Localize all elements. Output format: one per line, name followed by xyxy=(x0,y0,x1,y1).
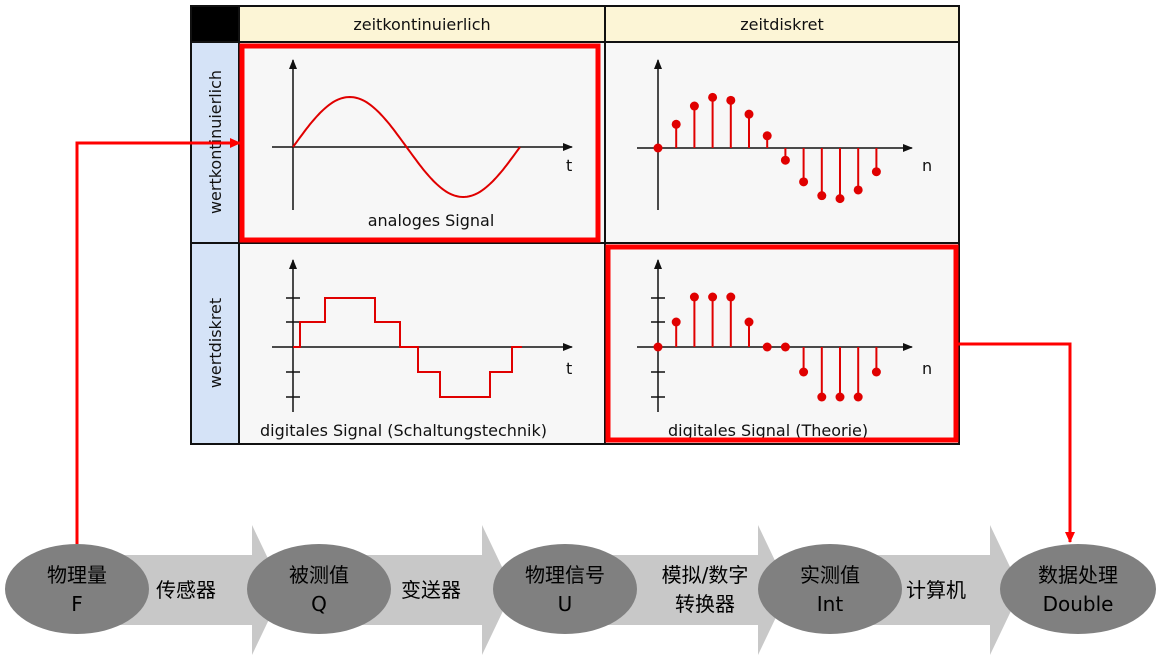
caption-analog: analoges Signal xyxy=(368,211,495,230)
connector-to-analog xyxy=(75,138,241,544)
col-header-discrete: zeitdiskret xyxy=(740,15,824,34)
sample-point xyxy=(762,342,772,352)
sample-point xyxy=(708,92,718,102)
table-corner xyxy=(191,6,239,42)
digital-samples xyxy=(653,292,881,402)
caption-digital-theory: digitales Signal (Theorie) xyxy=(668,421,868,440)
sample-point xyxy=(653,143,663,153)
sample-point xyxy=(871,167,881,177)
arrow-label-computer: 计算机 xyxy=(906,578,966,602)
sample-point xyxy=(726,292,736,302)
flow-arrow-sensor xyxy=(100,525,283,655)
sample-point xyxy=(835,392,845,402)
signal-table: zeitkontinuierlich zeitdiskret wertkonti… xyxy=(190,5,960,445)
flow-arrow-computer xyxy=(860,525,1021,655)
analog-sine-wave xyxy=(292,95,521,199)
axis-label-n: n xyxy=(922,359,932,378)
table-grid xyxy=(190,5,960,445)
col-header-continuous-bg xyxy=(239,6,605,42)
arrow-label-transmitter: 变送器 xyxy=(401,578,461,602)
arrow-label-adc-2: 转换器 xyxy=(675,592,735,616)
node-symbol-data-processing: Double xyxy=(1043,592,1114,616)
staircase-signal xyxy=(293,297,522,398)
measurement-flow: 物理量 F 被测值 Q 物理信号 U 实测值 Int 数据处理 Double 传… xyxy=(5,525,1156,655)
y-axis-ticks xyxy=(651,297,665,398)
col-header-continuous: zeitkontinuierlich xyxy=(353,15,490,34)
sample-point xyxy=(653,342,663,352)
cell-discrete-time-signal: n xyxy=(637,59,932,210)
node-label-measured-value: 被测值 xyxy=(289,563,349,587)
axis-label-t: t xyxy=(566,359,572,378)
node-symbol-actual-value: Int xyxy=(817,592,844,616)
cell-digital-circuit-signal: t digitales Signal (Schaltungstechnik) xyxy=(260,259,573,440)
node-data-processing xyxy=(1000,544,1156,634)
sample-point xyxy=(689,292,699,302)
node-symbol-physical-signal: U xyxy=(558,592,573,616)
sample-point xyxy=(689,101,699,111)
node-label-physical-quantity: 物理量 xyxy=(47,563,107,587)
sample-point xyxy=(853,392,863,402)
node-physical-signal xyxy=(493,544,637,634)
axis-label-t: t xyxy=(566,156,572,175)
node-label-data-processing: 数据处理 xyxy=(1038,563,1118,587)
col-header-discrete-bg xyxy=(605,6,959,42)
node-measured-value xyxy=(247,544,391,634)
sample-point xyxy=(671,119,681,129)
node-label-actual-value: 实测值 xyxy=(800,563,860,587)
sample-point xyxy=(762,131,772,141)
node-symbol-physical-quantity: F xyxy=(71,592,83,616)
sample-point xyxy=(817,392,827,402)
sample-point xyxy=(780,155,790,165)
sample-point xyxy=(817,191,827,201)
row-header-discrete: wertdiskret xyxy=(206,298,225,388)
highlight-box-digital xyxy=(605,244,959,443)
sample-point xyxy=(744,109,754,119)
sample-point xyxy=(744,317,754,327)
sample-point xyxy=(853,185,863,195)
node-actual-value xyxy=(758,544,902,634)
sample-point xyxy=(799,367,809,377)
cell-analog-signal: t analoges Signal xyxy=(239,43,601,243)
sample-point xyxy=(780,342,790,352)
cell-digital-theory-signal: n digitales Signal (Theorie) xyxy=(605,244,959,443)
y-axis-ticks xyxy=(286,297,300,398)
node-label-physical-signal: 物理信号 xyxy=(525,563,605,587)
sample-point xyxy=(726,95,736,105)
flow-arrow-adc xyxy=(602,525,789,655)
row-header-discrete-bg xyxy=(191,243,239,444)
sample-point xyxy=(871,367,881,377)
table-background xyxy=(191,6,959,444)
node-physical-quantity xyxy=(5,544,149,634)
highlight-box-analog xyxy=(239,43,601,243)
arrow-label-adc-1: 模拟/数字 xyxy=(662,563,749,587)
flow-arrow-transmitter xyxy=(350,525,513,655)
node-symbol-measured-value: Q xyxy=(311,592,327,616)
sample-point xyxy=(671,317,681,327)
sample-point xyxy=(835,194,845,204)
connector-from-digital xyxy=(957,342,1075,543)
arrow-label-sensor: 传感器 xyxy=(156,578,216,602)
sample-point xyxy=(799,177,809,187)
caption-digital-circuit: digitales Signal (Schaltungstechnik) xyxy=(260,421,547,440)
discrete-time-samples xyxy=(653,92,881,204)
sample-point xyxy=(708,292,718,302)
axis-label-n: n xyxy=(922,156,932,175)
